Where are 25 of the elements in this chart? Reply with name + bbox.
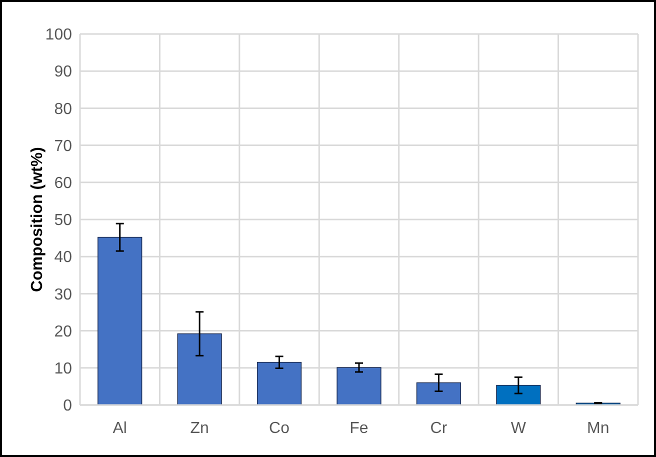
x-tick-label: Co	[269, 420, 290, 437]
x-tick-label: Al	[112, 420, 127, 437]
x-tick-label: Cr	[430, 420, 448, 437]
bar	[177, 333, 222, 406]
bar	[98, 236, 142, 406]
bar	[256, 362, 302, 406]
bar	[336, 367, 382, 406]
y-tick-label: 0	[63, 398, 72, 415]
y-tick-label: 40	[54, 249, 72, 266]
y-tick-label: 70	[54, 138, 72, 155]
y-tick-label: 90	[54, 64, 72, 81]
x-tick-label: Zn	[190, 420, 209, 437]
y-tick-label: 80	[54, 100, 72, 118]
x-tick-label: W	[510, 420, 527, 437]
x-tick-label: Fe	[350, 420, 368, 437]
y-tick-label: 60	[54, 175, 72, 192]
y-tick-label: 10	[54, 360, 72, 378]
y-tick-label: 100	[45, 26, 72, 44]
bar	[496, 384, 541, 406]
bar	[416, 382, 462, 406]
y-axis-title: Composition (wt%)	[29, 147, 46, 292]
x-tick-label: Mn	[587, 420, 610, 437]
y-tick-label: 20	[54, 323, 72, 340]
y-tick-label: 30	[54, 286, 72, 304]
y-tick-label: 50	[54, 212, 72, 230]
